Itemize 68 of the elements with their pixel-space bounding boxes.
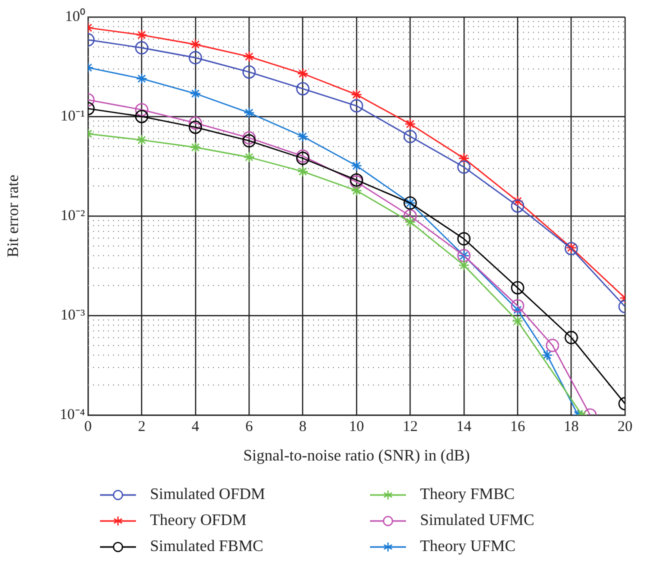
x-tick-label: 0 [84, 418, 92, 435]
y-tick-label: 10⁻⁴ [60, 406, 85, 423]
legend-label: Simulated OFDM [150, 486, 266, 504]
point [135, 103, 148, 116]
point [297, 130, 308, 142]
point [404, 209, 417, 223]
point [404, 130, 417, 144]
point [190, 142, 202, 153]
point [510, 299, 524, 313]
point [136, 134, 148, 146]
legend-label: Simulated UFMC [420, 512, 534, 530]
point [242, 65, 256, 79]
y-tick-label: 10⁻² [60, 208, 86, 224]
point [404, 118, 416, 130]
point [243, 152, 255, 163]
x-axis-title: Signal-to-noise ratio (SNR) in (dB) [243, 448, 470, 465]
point [243, 50, 255, 62]
point [457, 160, 471, 174]
point [243, 107, 255, 118]
point [510, 199, 524, 213]
point [404, 216, 416, 228]
point [296, 149, 310, 163]
point [242, 131, 256, 145]
point [350, 160, 362, 172]
x-tick-label: 2 [138, 418, 146, 435]
point [512, 304, 524, 316]
point [242, 134, 256, 148]
x-tick-label: 14 [456, 418, 472, 435]
point [350, 88, 362, 100]
point [510, 281, 524, 294]
point [188, 120, 202, 134]
point [188, 51, 202, 64]
legend-label: Theory OFDM [150, 512, 246, 530]
x-tick-label: 6 [245, 418, 254, 435]
x-tick-label: 20 [618, 418, 632, 435]
legend-label: Theory FMBC [420, 486, 515, 504]
point [136, 29, 148, 41]
point [512, 196, 524, 207]
y-tick-label: 10⁻¹ [60, 108, 85, 124]
y-axis-title: Bit error rate [4, 174, 22, 258]
point [296, 152, 310, 165]
point [135, 41, 148, 54]
x-tick-label: 8 [299, 418, 307, 435]
point [135, 110, 148, 124]
x-tick-label: 12 [402, 418, 418, 435]
point [564, 330, 578, 344]
point [136, 73, 148, 84]
point [190, 38, 202, 50]
point [458, 152, 470, 164]
y-tick-label: 10⁻³ [60, 307, 86, 324]
point [350, 99, 364, 112]
point [512, 315, 524, 327]
point [297, 166, 308, 178]
point [296, 82, 310, 96]
point [546, 338, 560, 352]
legend-label: Theory UFMC [420, 538, 516, 556]
point [458, 260, 470, 271]
x-tick-label: 10 [349, 418, 364, 435]
point [190, 88, 202, 100]
point [297, 68, 308, 80]
x-tick-label: 4 [192, 418, 200, 435]
x-tick-label: 18 [564, 418, 579, 435]
y-tick-label: 10⁰ [65, 8, 85, 25]
legend-label: Simulated FBMC [150, 538, 264, 556]
x-tick-label: 16 [510, 418, 526, 435]
point [541, 349, 553, 361]
point [457, 232, 471, 246]
point [188, 116, 202, 130]
